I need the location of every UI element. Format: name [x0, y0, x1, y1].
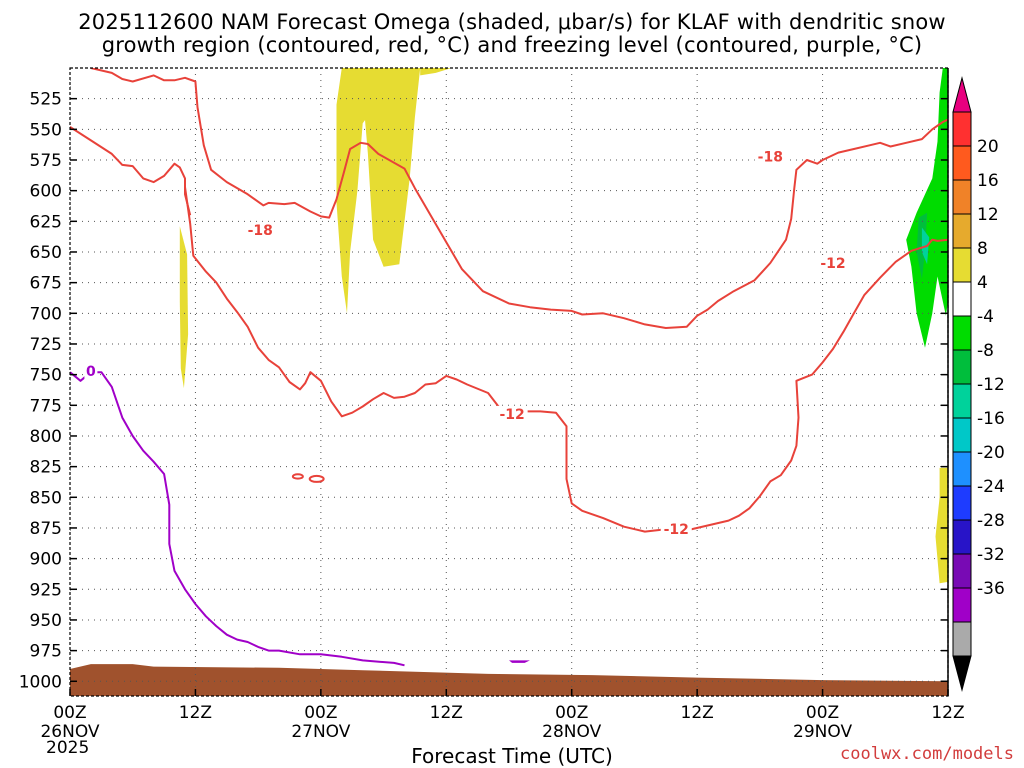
y-tick-label: 725: [30, 335, 62, 355]
shaded-region: [935, 467, 948, 584]
shaded-region: [509, 660, 530, 663]
contour-label: -18: [248, 223, 273, 239]
colorbar-box: [952, 349, 972, 385]
colorbar-label: -32: [977, 545, 1005, 565]
y-tick-label: 650: [30, 243, 62, 263]
shaded-region: [357, 68, 421, 267]
colorbar-box: [952, 213, 972, 249]
colorbar-label: -12: [977, 375, 1005, 395]
colorbar-box: [952, 451, 972, 487]
contour-label-bg: [496, 405, 528, 422]
colorbar-label: 8: [977, 239, 988, 259]
colorbar-label: -28: [977, 511, 1005, 531]
colorbar-box: [952, 519, 972, 555]
x-tick-label: 12Z: [681, 703, 714, 723]
colorbar-box: [952, 485, 972, 521]
colorbar-box: [952, 315, 972, 351]
contour-label: -12: [820, 256, 845, 272]
contour-label: 0: [86, 364, 96, 380]
chart-title-line2: growth region (contoured, red, °C) and f…: [101, 33, 923, 57]
colorbar-box: [952, 179, 972, 215]
y-tick-label: 525: [30, 90, 62, 110]
x-date-label: 27NOV: [291, 722, 350, 742]
colorbar-box: [952, 281, 972, 317]
y-tick-label: 575: [30, 151, 62, 171]
colorbar-label: -36: [977, 579, 1005, 599]
contour-line: [70, 371, 405, 667]
x-axis-title: Forecast Time (UTC): [411, 744, 613, 768]
y-tick-label: 875: [30, 519, 62, 539]
contour-label: -12: [664, 522, 689, 538]
colorbar-box: [952, 553, 972, 589]
contour-line: [70, 126, 192, 216]
y-tick-label: 750: [30, 366, 62, 386]
y-tick-label: 1000: [19, 672, 62, 692]
y-tick-label: 825: [30, 458, 62, 478]
contour-label-bg: [84, 362, 98, 379]
y-tick-label: 700: [30, 304, 62, 324]
shaded-region: [179, 226, 189, 389]
x-tick-label: 12Z: [179, 703, 212, 723]
colorbar-arrow-bottom: [952, 655, 972, 692]
colorbar-label: -16: [977, 409, 1005, 429]
chart-title-line1: 2025112600 NAM Forecast Omega (shaded, μ…: [78, 10, 946, 34]
x-tick-label: 12Z: [430, 703, 463, 723]
contour-label-bg: [244, 221, 276, 238]
y-tick-label: 775: [30, 396, 62, 416]
y-tick-label: 975: [30, 642, 62, 662]
terrain-fill: [70, 664, 948, 696]
contour-line: [184, 186, 948, 533]
contour-label-bg: [817, 255, 849, 272]
plot-area: -18 -18 -12 -12 -12 0: [70, 68, 948, 696]
shaded-region: [916, 212, 928, 279]
colorbar-label: -8: [977, 341, 994, 361]
colorbar-label: 12: [977, 205, 999, 225]
shaded-region: [336, 68, 394, 314]
contour-small-ring: [308, 474, 325, 483]
x-date-label: 29NOV: [793, 722, 852, 742]
x-tick-label: 00Z: [806, 703, 839, 723]
x-tick-label: 00Z: [53, 703, 86, 723]
contour-label: -18: [758, 149, 783, 165]
colorbar-box: [952, 417, 972, 453]
contour-small-ring: [291, 473, 304, 480]
y-tick-label: 950: [30, 611, 62, 631]
y-tick-label: 600: [30, 182, 62, 202]
y-tick-label: 550: [30, 120, 62, 140]
colorbar-arrow-top: [952, 76, 972, 113]
y-tick-label: 850: [30, 488, 62, 508]
colorbar-box: [952, 247, 972, 283]
colorbar-label: -20: [977, 443, 1005, 463]
contour-label-bg: [754, 148, 786, 165]
y-tick-label: 675: [30, 274, 62, 294]
credit-link[interactable]: coolwx.com/models: [840, 744, 1014, 764]
y-tick-label: 800: [30, 427, 62, 447]
y-tick-label: 900: [30, 550, 62, 570]
contour-label: -12: [499, 407, 524, 423]
colorbar-label: -24: [977, 477, 1005, 497]
x-year-label: 2025: [46, 738, 90, 758]
colorbar-box: [952, 587, 972, 623]
shaded-region: [420, 68, 452, 76]
contour-line: [90, 68, 948, 329]
x-date-label: 26NOV: [40, 722, 99, 742]
shaded-region: [906, 68, 948, 348]
colorbar-box: [952, 383, 972, 419]
contour-label-bg: [660, 521, 692, 538]
y-tick-label: 925: [30, 580, 62, 600]
colorbar-label: 20: [977, 137, 999, 157]
colorbar-label: -4: [977, 307, 994, 327]
x-date-label: 28NOV: [542, 722, 601, 742]
colorbar-label: 16: [977, 171, 999, 191]
plot-frame: [69, 67, 949, 697]
colorbar-box: [952, 145, 972, 181]
y-tick-label: 625: [30, 212, 62, 232]
x-tick-label: 00Z: [304, 703, 337, 723]
colorbar-label: 4: [977, 273, 988, 293]
x-tick-label: 00Z: [555, 703, 588, 723]
x-tick-label: 12Z: [931, 703, 964, 723]
colorbar-box: [952, 111, 972, 147]
colorbar-box: [952, 621, 972, 657]
